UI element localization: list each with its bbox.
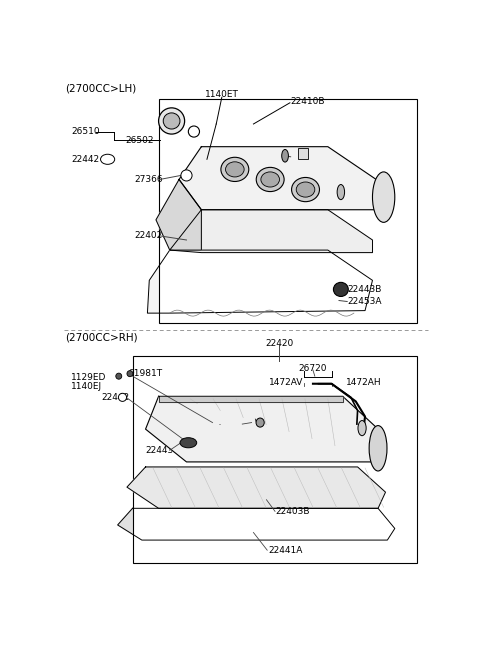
Text: 22453A: 22453A xyxy=(348,297,382,306)
Ellipse shape xyxy=(334,282,348,297)
Text: 22443B: 22443B xyxy=(348,285,382,294)
Polygon shape xyxy=(145,396,384,462)
Ellipse shape xyxy=(188,126,200,137)
Polygon shape xyxy=(158,396,343,402)
Text: 26720: 26720 xyxy=(299,364,327,373)
Ellipse shape xyxy=(221,157,249,181)
Polygon shape xyxy=(127,467,385,508)
Text: 22402B: 22402B xyxy=(134,231,169,240)
Ellipse shape xyxy=(181,170,192,181)
Bar xyxy=(298,148,309,159)
Text: 1472AV: 1472AV xyxy=(269,378,304,387)
Ellipse shape xyxy=(158,108,185,134)
Text: 22443B: 22443B xyxy=(145,446,180,455)
Ellipse shape xyxy=(291,178,320,202)
Text: 22441A: 22441A xyxy=(268,546,303,555)
Text: 1140ET: 1140ET xyxy=(205,90,239,100)
Text: 22442: 22442 xyxy=(71,155,99,164)
Ellipse shape xyxy=(163,113,180,129)
Ellipse shape xyxy=(337,185,345,200)
Text: 26740: 26740 xyxy=(345,189,373,198)
Text: 91981T: 91981T xyxy=(129,369,163,378)
Ellipse shape xyxy=(296,182,315,197)
Ellipse shape xyxy=(116,373,122,379)
Text: 1472AH: 1472AH xyxy=(347,378,382,387)
Ellipse shape xyxy=(256,418,264,427)
Bar xyxy=(132,356,417,563)
Ellipse shape xyxy=(119,393,127,402)
Ellipse shape xyxy=(127,371,133,377)
Polygon shape xyxy=(156,179,202,250)
Ellipse shape xyxy=(256,168,284,191)
Polygon shape xyxy=(170,210,372,253)
Ellipse shape xyxy=(226,162,244,177)
Ellipse shape xyxy=(180,438,197,448)
Polygon shape xyxy=(118,508,395,540)
Polygon shape xyxy=(147,250,372,313)
Text: 26510: 26510 xyxy=(71,127,100,136)
Text: 27366: 27366 xyxy=(134,175,163,184)
Ellipse shape xyxy=(369,426,387,471)
Text: 1140EJ: 1140EJ xyxy=(71,382,102,391)
Text: 26502: 26502 xyxy=(125,136,154,145)
Text: (2700CC>LH): (2700CC>LH) xyxy=(66,84,137,94)
Polygon shape xyxy=(179,147,384,210)
Text: 22404B: 22404B xyxy=(220,420,254,428)
Text: 22420: 22420 xyxy=(265,339,294,348)
Ellipse shape xyxy=(372,172,395,222)
Ellipse shape xyxy=(282,149,288,162)
Text: 1153CH: 1153CH xyxy=(272,152,308,161)
Text: 1129ED: 1129ED xyxy=(71,373,107,382)
Text: 22442: 22442 xyxy=(101,393,129,402)
Text: 22403B: 22403B xyxy=(276,507,310,516)
Ellipse shape xyxy=(358,421,366,436)
Bar xyxy=(158,99,417,323)
Text: (2700CC>RH): (2700CC>RH) xyxy=(66,333,138,343)
Text: 22410B: 22410B xyxy=(290,97,325,106)
Ellipse shape xyxy=(100,155,115,164)
Ellipse shape xyxy=(261,172,279,187)
